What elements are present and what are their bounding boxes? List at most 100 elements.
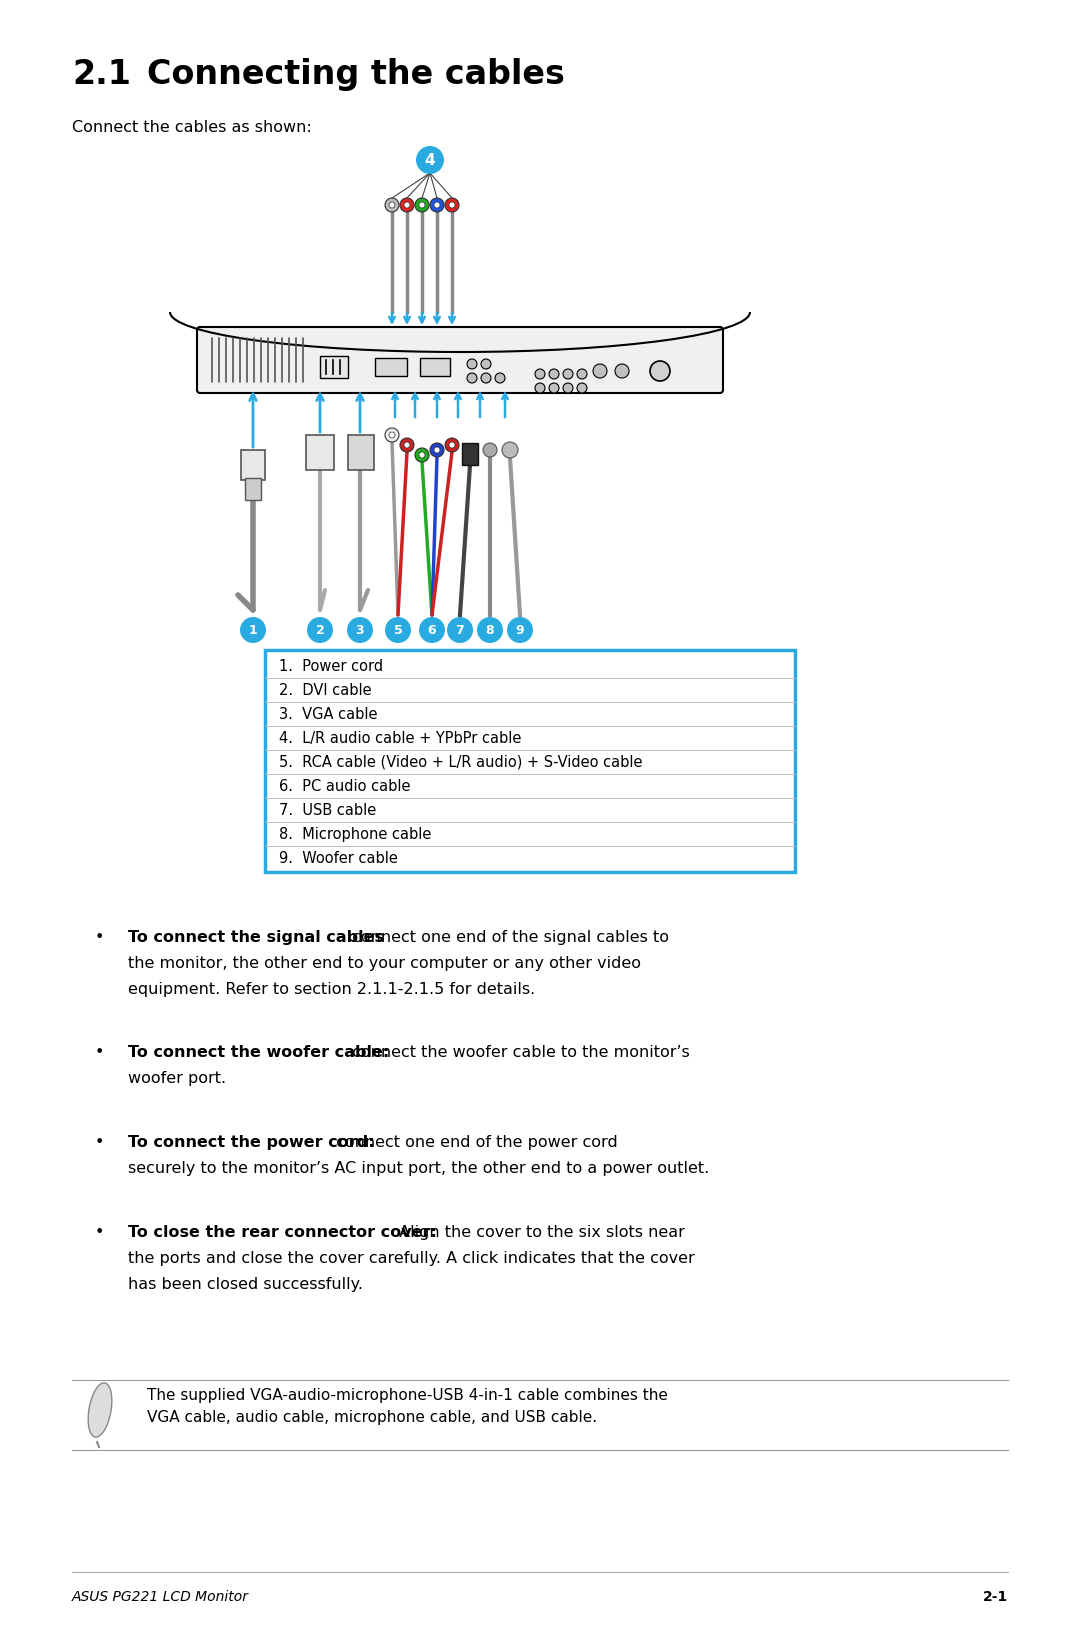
Circle shape (416, 146, 444, 174)
Text: VGA cable, audio cable, microphone cable, and USB cable.: VGA cable, audio cable, microphone cable… (147, 1411, 597, 1425)
Circle shape (384, 428, 399, 443)
Text: connect one end of the power cord: connect one end of the power cord (332, 1136, 618, 1150)
Circle shape (577, 369, 588, 379)
Text: 2: 2 (315, 623, 324, 636)
Text: 5.  RCA cable (Video + L/R audio) + S-Video cable: 5. RCA cable (Video + L/R audio) + S-Vid… (279, 755, 643, 770)
Text: 2.1: 2.1 (72, 59, 131, 91)
Text: connect the woofer cable to the monitor’s: connect the woofer cable to the monitor’… (347, 1045, 690, 1061)
Circle shape (449, 202, 455, 208)
Circle shape (495, 373, 505, 382)
Text: To connect the power cord:: To connect the power cord: (129, 1136, 375, 1150)
Text: the ports and close the cover carefully. A click indicates that the cover: the ports and close the cover carefully.… (129, 1251, 694, 1266)
Text: connect one end of the signal cables to: connect one end of the signal cables to (347, 931, 669, 945)
Circle shape (467, 373, 477, 382)
Bar (306, 434, 334, 470)
Circle shape (447, 617, 473, 643)
Circle shape (507, 617, 534, 643)
Circle shape (650, 361, 670, 381)
Circle shape (449, 443, 455, 447)
Bar (420, 358, 450, 376)
Bar (320, 356, 348, 377)
Circle shape (419, 202, 426, 208)
Text: To connect the woofer cable:: To connect the woofer cable: (129, 1045, 389, 1061)
Circle shape (347, 617, 373, 643)
Circle shape (400, 198, 414, 212)
Circle shape (577, 382, 588, 394)
Circle shape (389, 433, 395, 438)
Bar (375, 358, 407, 376)
Circle shape (563, 369, 573, 379)
FancyBboxPatch shape (197, 327, 723, 394)
Text: •: • (95, 1045, 105, 1061)
Text: 8.  Microphone cable: 8. Microphone cable (279, 827, 431, 841)
Circle shape (415, 198, 429, 212)
Text: 1: 1 (248, 623, 257, 636)
Text: 5: 5 (393, 623, 403, 636)
Text: 8: 8 (486, 623, 495, 636)
Circle shape (502, 443, 518, 457)
Text: •: • (95, 1136, 105, 1150)
Text: 9: 9 (515, 623, 524, 636)
Circle shape (384, 617, 411, 643)
Text: securely to the monitor’s AC input port, the other end to a power outlet.: securely to the monitor’s AC input port,… (129, 1162, 710, 1176)
Bar (348, 434, 374, 470)
Text: has been closed successfully.: has been closed successfully. (129, 1277, 363, 1292)
Circle shape (549, 369, 559, 379)
Circle shape (389, 202, 395, 208)
Circle shape (434, 202, 440, 208)
Bar (265, 651, 795, 872)
Circle shape (467, 360, 477, 369)
Circle shape (615, 364, 629, 377)
Circle shape (445, 198, 459, 212)
Text: 3.  VGA cable: 3. VGA cable (279, 706, 378, 721)
Bar (245, 478, 261, 499)
Text: 4.  L/R audio cable + YPbPr cable: 4. L/R audio cable + YPbPr cable (279, 731, 522, 745)
Text: 6.  PC audio cable: 6. PC audio cable (279, 778, 410, 794)
Circle shape (384, 198, 399, 212)
Text: •: • (95, 1225, 105, 1240)
Text: 6: 6 (428, 623, 436, 636)
Circle shape (404, 443, 410, 447)
Circle shape (549, 382, 559, 394)
Text: •: • (95, 931, 105, 945)
Circle shape (535, 382, 545, 394)
Text: 7: 7 (456, 623, 464, 636)
Text: 2-1: 2-1 (983, 1590, 1008, 1604)
Text: 4: 4 (424, 153, 435, 168)
Circle shape (434, 447, 440, 452)
Text: To close the rear connector cover:: To close the rear connector cover: (129, 1225, 437, 1240)
Circle shape (481, 360, 491, 369)
Circle shape (430, 198, 444, 212)
Circle shape (404, 202, 410, 208)
Circle shape (481, 373, 491, 382)
Text: equipment. Refer to section 2.1.1-2.1.5 for details.: equipment. Refer to section 2.1.1-2.1.5 … (129, 983, 536, 997)
Text: 9.  Woofer cable: 9. Woofer cable (279, 851, 397, 866)
Circle shape (419, 617, 445, 643)
Circle shape (430, 443, 444, 457)
Text: The supplied VGA-audio-microphone-USB 4-in-1 cable combines the: The supplied VGA-audio-microphone-USB 4-… (147, 1388, 667, 1402)
Circle shape (563, 382, 573, 394)
Text: 7.  USB cable: 7. USB cable (279, 802, 376, 817)
Circle shape (445, 438, 459, 452)
Bar (462, 443, 478, 465)
Circle shape (477, 617, 503, 643)
Circle shape (400, 438, 414, 452)
Text: 1.  Power cord: 1. Power cord (279, 659, 383, 674)
Circle shape (307, 617, 333, 643)
Circle shape (593, 364, 607, 377)
Text: the monitor, the other end to your computer or any other video: the monitor, the other end to your compu… (129, 957, 642, 971)
Circle shape (535, 369, 545, 379)
Ellipse shape (89, 1383, 112, 1437)
Circle shape (415, 447, 429, 462)
Text: Connecting the cables: Connecting the cables (147, 59, 565, 91)
Text: ASUS PG221 LCD Monitor: ASUS PG221 LCD Monitor (72, 1590, 249, 1604)
Circle shape (240, 617, 266, 643)
Circle shape (483, 443, 497, 457)
Text: Align the cover to the six slots near: Align the cover to the six slots near (394, 1225, 685, 1240)
Text: 2.  DVI cable: 2. DVI cable (279, 682, 372, 698)
Circle shape (419, 452, 426, 457)
Bar (241, 451, 265, 480)
Text: Connect the cables as shown:: Connect the cables as shown: (72, 120, 312, 135)
Text: 3: 3 (355, 623, 364, 636)
Text: To connect the signal cables: To connect the signal cables (129, 931, 384, 945)
